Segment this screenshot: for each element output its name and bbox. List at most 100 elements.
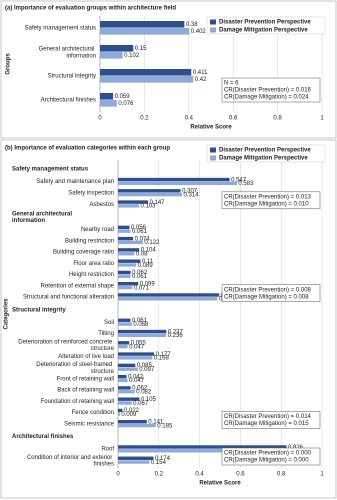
- bar: [118, 192, 183, 197]
- annotation: N = 6: [224, 81, 239, 87]
- group-heading: General architectural information: [12, 211, 74, 224]
- y-tick-label: Safety inspection: [68, 190, 114, 196]
- x-tick-label: 0.2: [155, 472, 164, 478]
- bar: [118, 240, 143, 245]
- y-tick-label: Condition of interior and exterior finis…: [27, 455, 114, 468]
- bar: [118, 318, 131, 322]
- bar: [118, 282, 139, 286]
- value-label: 0.022: [124, 408, 140, 414]
- value-label: 0.141: [148, 419, 164, 425]
- x-tick-label: 0.6: [229, 116, 238, 122]
- value-label: 0.147: [149, 200, 165, 206]
- legend-label: Disaster Prevention Perspective: [219, 148, 311, 154]
- x-axis-label: Relative Score: [190, 125, 232, 131]
- bar: [118, 378, 128, 383]
- legend-label: Disaster Prevention Perspective: [219, 20, 311, 26]
- x-tick-label: 0: [98, 116, 102, 122]
- y-tick-label: Back of retaining wall: [57, 388, 114, 394]
- x-tick-label: 0.2: [140, 116, 149, 122]
- bar: [118, 363, 136, 368]
- bar: [118, 401, 132, 405]
- bar: [118, 252, 135, 256]
- bar: [118, 420, 147, 424]
- value-label: 0.055: [131, 341, 147, 347]
- bar: [118, 356, 153, 360]
- value-label: 0.547: [231, 177, 247, 183]
- bar: [118, 390, 135, 394]
- y-tick-label: Alteration of live load: [58, 354, 114, 360]
- annotation: CR(Damage Mitigation) = 0.015: [224, 421, 309, 427]
- annotation-box: [221, 411, 321, 429]
- annotation-box: [221, 447, 321, 466]
- bar: [118, 449, 291, 453]
- legend-frame: [206, 144, 326, 163]
- y-tick-label: Retention of external shape: [41, 283, 115, 289]
- value-label: 0.047: [129, 378, 145, 384]
- value-label: 0.061: [132, 318, 148, 324]
- y-tick-label: Roof: [101, 447, 114, 453]
- value-label: 0.071: [134, 285, 150, 291]
- bar: [100, 93, 114, 100]
- y-tick-label: Floor area ratio: [73, 261, 114, 267]
- value-label: 0.104: [141, 248, 157, 254]
- x-tick-label: 0.4: [185, 116, 194, 122]
- legend-swatch: [210, 147, 216, 153]
- bar: [118, 189, 181, 193]
- y-tick-label: Foundation of retaining wall: [41, 399, 114, 405]
- y-tick-label: Height restriction: [69, 272, 114, 278]
- x-axis-label: Relative Score: [199, 481, 241, 487]
- value-label: 0.38: [186, 22, 198, 28]
- value-label: 0.237: [168, 329, 184, 335]
- bar: [118, 333, 167, 338]
- y-tick-label: Asbestos: [89, 202, 114, 208]
- value-label: 0.11: [142, 259, 154, 265]
- value-label: 0.08: [136, 251, 148, 257]
- annotation: CR(Disaster Prevention) = 0.016: [224, 88, 312, 94]
- annotation: CR(Disaster Prevention) = 0.013: [224, 194, 312, 200]
- legend-swatch: [210, 27, 216, 33]
- value-label: 0.185: [157, 423, 173, 429]
- bar: [118, 229, 131, 233]
- x-tick-label: 0: [116, 472, 120, 478]
- value-label: 0.122: [144, 240, 160, 246]
- y-tick-label: Soil: [104, 320, 114, 326]
- bar: [118, 248, 140, 252]
- annotation: CR(Damage Mitigation) = 0.000: [224, 458, 309, 464]
- value-label: 0.061: [132, 229, 148, 235]
- bar: [118, 367, 138, 371]
- annotation-box: [221, 191, 321, 210]
- bar: [100, 21, 185, 28]
- value-label: 0.074: [135, 236, 151, 242]
- panel-frame: [0, 139, 337, 499]
- bar: [118, 341, 130, 345]
- bar: [118, 329, 167, 334]
- annotation: CR(Disaster Prevention) = 0.000: [224, 451, 312, 457]
- bar: [118, 297, 218, 301]
- bar: [118, 374, 127, 379]
- x-tick-label: 0.6: [236, 472, 245, 478]
- value-label: 0.314: [184, 192, 200, 198]
- x-tick-label: 0.8: [277, 472, 286, 478]
- y-tick-label: Deterioration of steel-framed structure: [36, 362, 114, 375]
- annotation: CR(Disaster Prevention) = 0.008: [224, 287, 312, 293]
- group-heading: Structural integrity: [12, 307, 66, 313]
- group-heading: Architectural finishes: [12, 434, 74, 440]
- value-label: 0.062: [132, 386, 148, 392]
- value-label: 0.42: [195, 77, 207, 83]
- bar: [118, 177, 230, 182]
- value-label: 0.168: [154, 356, 170, 362]
- legend-swatch: [210, 19, 216, 25]
- bar: [118, 236, 134, 241]
- y-tick-label: Deterioration of reinforced concrete str…: [18, 339, 114, 352]
- bar: [118, 408, 123, 413]
- y-tick-label: Safety management status: [25, 26, 96, 32]
- bar: [118, 423, 156, 428]
- bar: [118, 386, 131, 390]
- bar: [118, 225, 130, 230]
- value-label: 0.154: [151, 460, 167, 466]
- value-label: 0.174: [155, 456, 171, 462]
- y-tick-label: Tilting: [98, 331, 114, 337]
- bar: [100, 28, 190, 35]
- x-tick-label: 1: [320, 116, 324, 122]
